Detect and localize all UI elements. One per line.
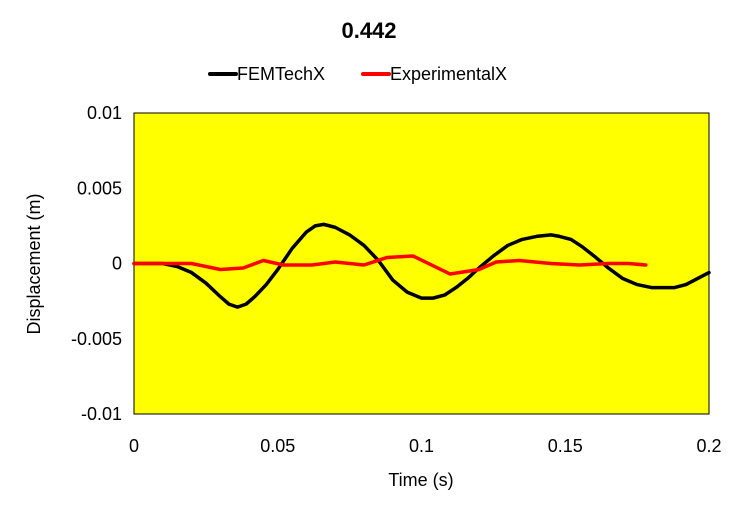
chart-title: 0.442 xyxy=(341,18,396,43)
y-tick-label: 0 xyxy=(112,254,122,274)
x-axis-label: Time (s) xyxy=(388,470,453,490)
series-line-femtechx xyxy=(132,222,711,309)
y-axis-ticks: 0.01 0.005 0 -0.005 -0.01 xyxy=(71,103,122,424)
x-tick-label: 0.2 xyxy=(696,436,721,456)
x-tick-label: 0.05 xyxy=(260,436,295,456)
x-tick-label: 0.1 xyxy=(409,436,434,456)
y-tick-label: 0.01 xyxy=(87,103,122,123)
y-axis-label: Displacement (m) xyxy=(24,193,44,334)
legend-label-experimentalx: ExperimentalX xyxy=(390,64,507,84)
y-tick-label: 0.005 xyxy=(77,178,122,198)
x-axis-ticks: 0 0.05 0.1 0.15 0.2 xyxy=(129,436,722,456)
y-tick-label: -0.005 xyxy=(71,329,122,349)
legend-label-femtechx: FEMTechX xyxy=(237,64,325,84)
legend: FEMTechX ExperimentalX xyxy=(208,64,507,84)
x-tick-label: 0 xyxy=(129,436,139,456)
x-tick-label: 0.15 xyxy=(548,436,583,456)
series-layer xyxy=(132,222,711,309)
y-tick-label: -0.01 xyxy=(81,404,122,424)
series-line-experimentalx xyxy=(132,254,648,276)
